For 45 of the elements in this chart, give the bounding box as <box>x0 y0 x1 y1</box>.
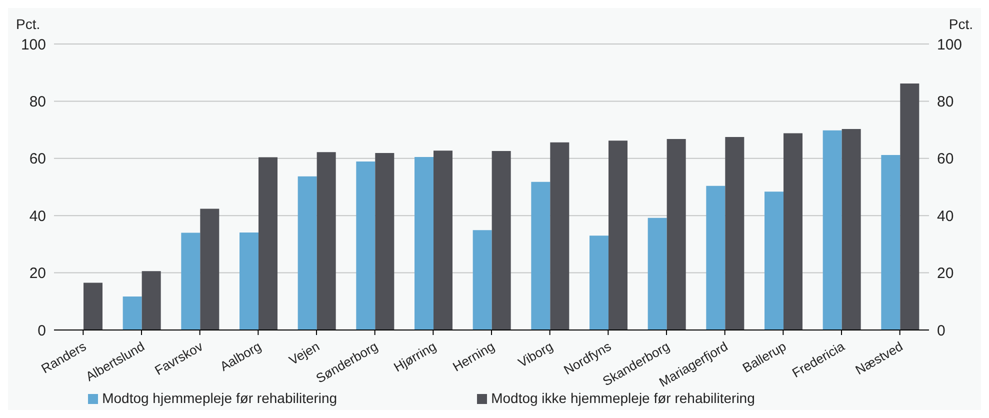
y2-tick-label: 40 <box>937 208 954 225</box>
bar <box>881 154 900 330</box>
bar <box>298 176 317 330</box>
y2-tick-label: 80 <box>937 94 954 111</box>
bar <box>590 236 608 330</box>
bar <box>472 230 492 330</box>
legend-label: Modtog ikke hjemmepleje før rehabilitering <box>491 390 755 406</box>
bar <box>822 130 842 330</box>
legend-label: Modtog hjemmepleje før rehabilitering <box>102 390 338 406</box>
y2-tick-label: 60 <box>937 150 954 168</box>
bar <box>900 83 920 330</box>
y-tick-label: 80 <box>29 94 46 111</box>
bar <box>608 140 628 330</box>
bar <box>531 182 550 330</box>
bar <box>375 152 394 330</box>
bar <box>706 186 726 330</box>
bar <box>666 138 686 330</box>
bar <box>725 136 744 330</box>
bar <box>414 156 434 330</box>
bar <box>434 150 452 330</box>
bar <box>84 282 102 330</box>
bar <box>492 150 511 330</box>
y-axis-title: Pct. <box>16 16 40 32</box>
y2-axis-title: Pct. <box>948 16 973 32</box>
y2-tick-label: 100 <box>937 36 962 54</box>
y-tick-label: 20 <box>29 265 46 282</box>
bar <box>764 192 784 330</box>
bar <box>356 162 376 330</box>
bar <box>122 296 142 330</box>
y-tick-label: 100 <box>20 36 46 54</box>
y-tick-label: 40 <box>29 208 46 225</box>
bar <box>550 142 570 330</box>
y-tick-label: 0 <box>38 322 46 340</box>
y2-tick-label: 20 <box>937 265 954 282</box>
bar <box>316 152 336 330</box>
bar <box>842 128 861 330</box>
bar <box>200 208 220 330</box>
bar <box>648 218 667 330</box>
bar <box>181 232 200 330</box>
bar <box>258 157 278 330</box>
y-tick-label: 60 <box>29 150 46 168</box>
bar <box>784 133 802 330</box>
bar <box>142 271 161 330</box>
bar <box>240 232 258 330</box>
y2-tick-label: 0 <box>937 322 946 340</box>
